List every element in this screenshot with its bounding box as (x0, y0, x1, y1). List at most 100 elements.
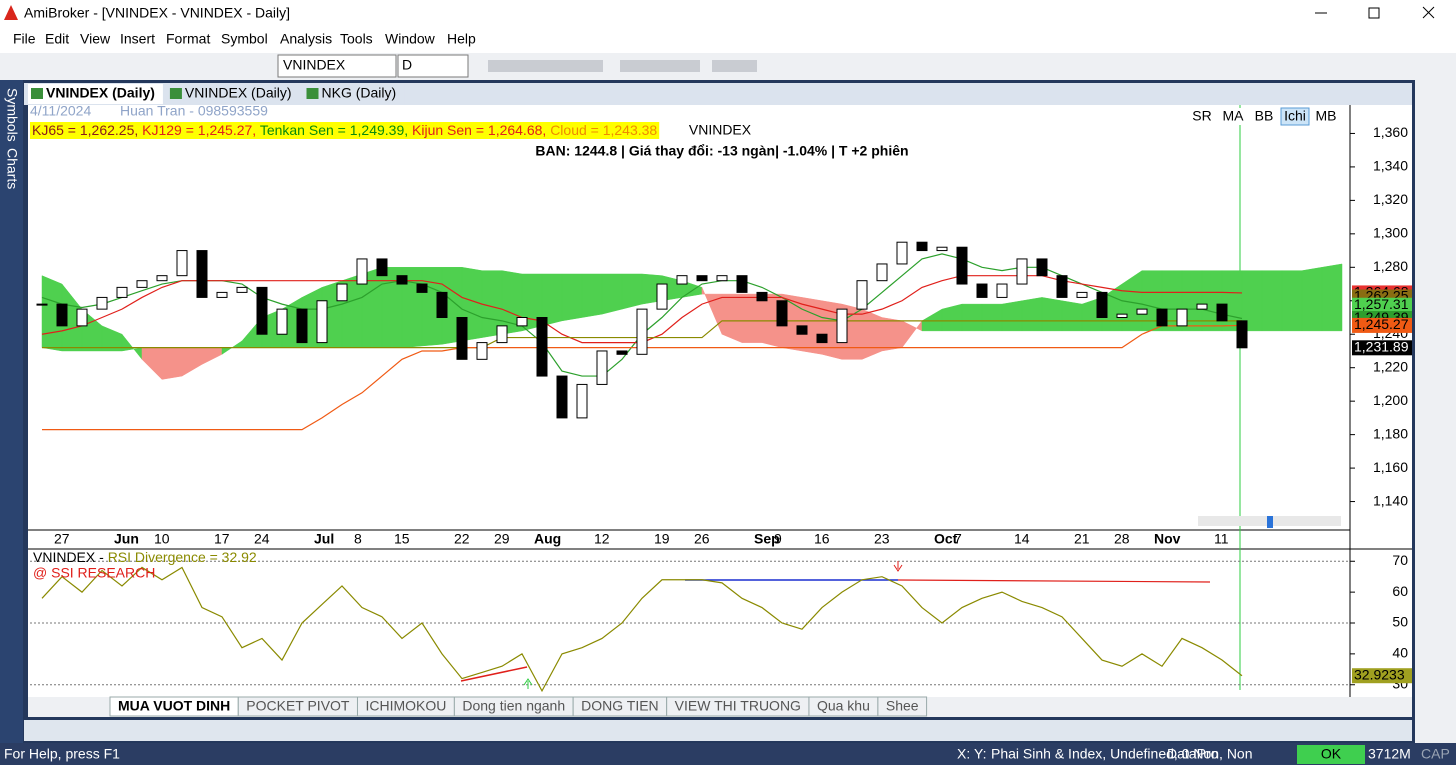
candle (856, 280, 868, 310)
y-tick-label: 1,220 (1373, 358, 1408, 374)
chart-tab[interactable] (303, 84, 405, 104)
menu-bar (0, 27, 1456, 53)
candle (836, 308, 848, 344)
status-memory: 3712M (1368, 746, 1411, 762)
candle (1156, 308, 1168, 327)
status-ok-bg (1297, 745, 1365, 764)
sheet-tab-label: DONG TIEN (581, 698, 659, 714)
status-help: For Help, press F1 (4, 746, 120, 762)
y-tick-label: 1,280 (1373, 258, 1408, 274)
cloud-segment (1001, 300, 1023, 332)
cloud-segment (1301, 267, 1323, 332)
scroller-thumb[interactable] (1267, 516, 1273, 528)
symbol-value: VNINDEX (283, 57, 346, 73)
candle (696, 275, 708, 282)
menu-item[interactable]: File (13, 31, 36, 47)
candle (756, 291, 768, 302)
candle (1116, 313, 1128, 318)
menu-item[interactable]: Symbol (221, 31, 268, 47)
axis-marker-label: 1,245.27 (1354, 316, 1409, 332)
menu-item[interactable]: View (80, 31, 111, 47)
legend-item: Cloud = 1,243.38 (550, 122, 657, 138)
icon-group[interactable] (488, 60, 603, 72)
y-tick-label: 1,160 (1373, 459, 1408, 475)
chart-tab[interactable] (166, 84, 300, 104)
watermark: @ SSI RESEARCH (33, 565, 155, 581)
chart-title: VNINDEX (689, 122, 752, 138)
cloud-segment (981, 303, 1003, 332)
toggle-label: MB (1316, 108, 1337, 124)
cloud-segment (1041, 297, 1063, 332)
axis-marker-label: 1,257.31 (1354, 296, 1409, 312)
candle (656, 283, 668, 310)
sidebar-tab[interactable]: Charts (4, 148, 20, 189)
menu-item[interactable]: Tools (340, 31, 373, 47)
menu-item[interactable]: Help (447, 31, 476, 47)
rsi-name: RSI Divergence = 32.92 (108, 549, 257, 565)
window-controls[interactable] (1315, 6, 1435, 19)
candle (596, 350, 608, 385)
toggle-button[interactable] (1280, 107, 1310, 126)
candle (556, 375, 568, 419)
y-tick-label: 1,300 (1373, 225, 1408, 241)
chart-tab[interactable] (28, 84, 163, 104)
toggle-button[interactable] (1219, 108, 1247, 125)
toggle-button[interactable] (1312, 108, 1340, 125)
axis-marker (1352, 297, 1412, 313)
cloud-segment (581, 273, 603, 318)
candle (876, 263, 888, 282)
toggle-button[interactable] (1250, 108, 1278, 125)
y-tick-label: 1,340 (1373, 158, 1408, 174)
menu-item[interactable]: Analysis (280, 31, 332, 47)
candle (296, 308, 308, 344)
candle (1016, 258, 1028, 285)
x-tick-label: 16 (814, 531, 830, 547)
cloud-segment (881, 317, 903, 352)
sidebar-tab[interactable]: Symbols (4, 88, 20, 142)
x-tick-label: 10 (154, 531, 170, 547)
candle (936, 246, 948, 252)
menu-item[interactable]: Window (385, 31, 436, 47)
x-tick-label: 23 (874, 531, 890, 547)
candle (576, 383, 588, 419)
divergence-line (897, 579, 1211, 583)
restore[interactable] (1368, 7, 1380, 19)
candle (336, 283, 348, 302)
chart-tab-label: VNINDEX (Daily) (46, 85, 155, 101)
candle (456, 317, 468, 360)
x-tick-label: Jul (314, 531, 334, 547)
candle (636, 308, 648, 355)
rsi-prefix: VNINDEX - (33, 549, 108, 565)
candle (316, 300, 328, 344)
menu-item[interactable]: Edit (45, 31, 69, 47)
chart-area (28, 105, 1412, 697)
signal-arrow (523, 678, 533, 689)
symbol-combo[interactable] (277, 54, 397, 78)
sheet-tab-label: Shee (886, 698, 919, 714)
sheet-tab-label: ICHIMOKOU (365, 698, 446, 714)
x-tick-label: 7 (954, 531, 962, 547)
legend-item: KJ129 = 1,245.27, (142, 122, 260, 138)
icon-group[interactable] (620, 60, 700, 72)
x-tick-label: 14 (1014, 531, 1030, 547)
menu-item[interactable]: Insert (120, 31, 155, 47)
sheet-tab[interactable] (877, 696, 928, 717)
x-tick-label: 17 (214, 531, 230, 547)
interval-combo[interactable] (397, 54, 469, 78)
sheet-tab-label: Dong tien nganh (462, 698, 565, 714)
candle (736, 275, 748, 293)
toggle-button[interactable] (1188, 108, 1216, 125)
status-bar (0, 743, 1456, 765)
axis-marker (1352, 668, 1412, 684)
x-tick-label: Oct (934, 531, 958, 547)
candle (1056, 275, 1068, 298)
cloud-segment (1201, 270, 1223, 332)
close[interactable] (1422, 6, 1435, 19)
candle (1216, 303, 1228, 322)
candle (76, 308, 88, 327)
candle (616, 350, 628, 355)
menu-item[interactable]: Format (166, 31, 210, 47)
candle (796, 325, 808, 335)
icon-group[interactable] (712, 60, 757, 72)
